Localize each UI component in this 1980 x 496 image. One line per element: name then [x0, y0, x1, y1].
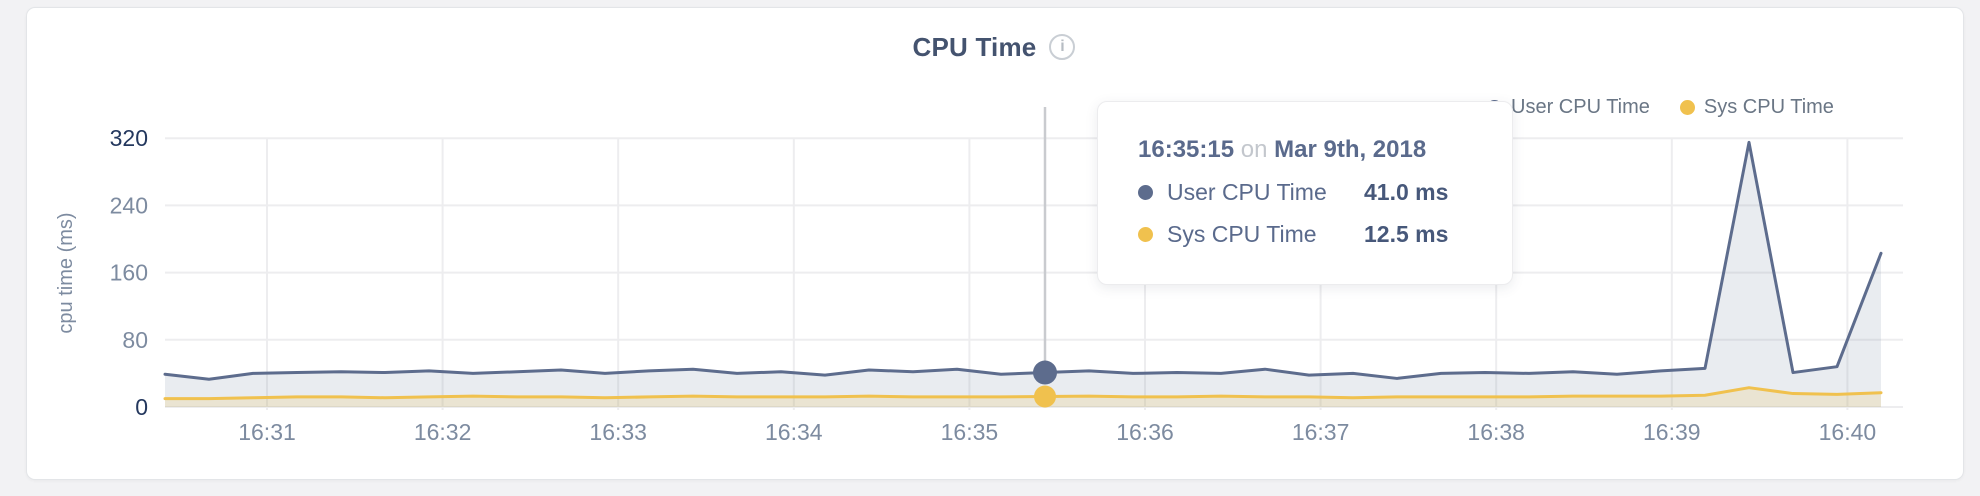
tooltip-series-value: 41.0 ms — [1364, 179, 1449, 205]
x-axis-tick-label: 16:36 — [1116, 419, 1174, 445]
x-axis-tick-label: 16:35 — [941, 419, 999, 445]
x-axis-tick-label: 16:31 — [238, 419, 296, 445]
tooltip-time: 16:35:15 — [1138, 136, 1235, 163]
tooltip-date: Mar 9th, 2018 — [1274, 136, 1427, 163]
user-series-dot-icon — [1138, 185, 1153, 200]
chart-tooltip: 16:35:15 on Mar 9th, 2018 User CPU Time … — [1097, 101, 1513, 285]
user-highlight-marker[interactable] — [1033, 360, 1057, 385]
x-axis-tick-label: 16:40 — [1819, 419, 1877, 445]
x-axis-tick-label: 16:33 — [589, 419, 647, 445]
y-axis-tick-label: 160 — [110, 260, 148, 286]
x-axis-tick-label: 16:37 — [1292, 419, 1350, 445]
legend-label: Sys CPU Time — [1703, 95, 1834, 118]
x-axis-tick-label: 16:34 — [765, 419, 823, 445]
y-axis-tick-label: 80 — [122, 327, 148, 353]
tooltip-row-sys: Sys CPU Time 12.5 ms — [1138, 221, 1512, 248]
tooltip-series-value: 12.5 ms — [1364, 221, 1449, 247]
y-axis-tick-label: 320 — [110, 125, 148, 151]
chart-card — [26, 7, 1964, 480]
tooltip-row-user: User CPU Time 41.0 ms — [1138, 179, 1512, 206]
tooltip-timestamp: 16:35:15 on Mar 9th, 2018 — [1138, 136, 1512, 164]
info-icon[interactable]: i — [1049, 34, 1076, 60]
sys-cpu-line — [163, 386, 1883, 401]
x-axis-tick-label: 16:39 — [1643, 419, 1701, 445]
chart-header: CPU Time i — [26, 30, 1962, 64]
user-cpu-area — [165, 142, 1881, 407]
sys-highlight-marker[interactable] — [1034, 385, 1056, 408]
legend-item-sys-cpu-time[interactable]: Sys CPU Time — [1679, 95, 1834, 119]
user-cpu-line — [163, 140, 1883, 381]
y-axis-title: cpu time (ms) — [55, 212, 77, 333]
tooltip-series-label: User CPU Time — [1167, 179, 1327, 205]
tooltip-conjunction: on — [1240, 136, 1268, 163]
chart-title: CPU Time — [912, 31, 1037, 62]
tooltip-series-label: Sys CPU Time — [1167, 221, 1317, 247]
sys-series-dot-icon — [1138, 227, 1153, 242]
x-axis-tick-label: 16:32 — [414, 419, 472, 445]
sys-series-dot-icon — [1679, 99, 1695, 115]
chart-legend: User CPU Time Sys CPU Time — [1487, 95, 1834, 119]
legend-label: User CPU Time — [1511, 95, 1650, 118]
y-axis-tick-label: 0 — [135, 394, 148, 420]
y-axis-tick-label: 240 — [110, 192, 148, 218]
x-axis-tick-label: 16:38 — [1467, 419, 1525, 445]
